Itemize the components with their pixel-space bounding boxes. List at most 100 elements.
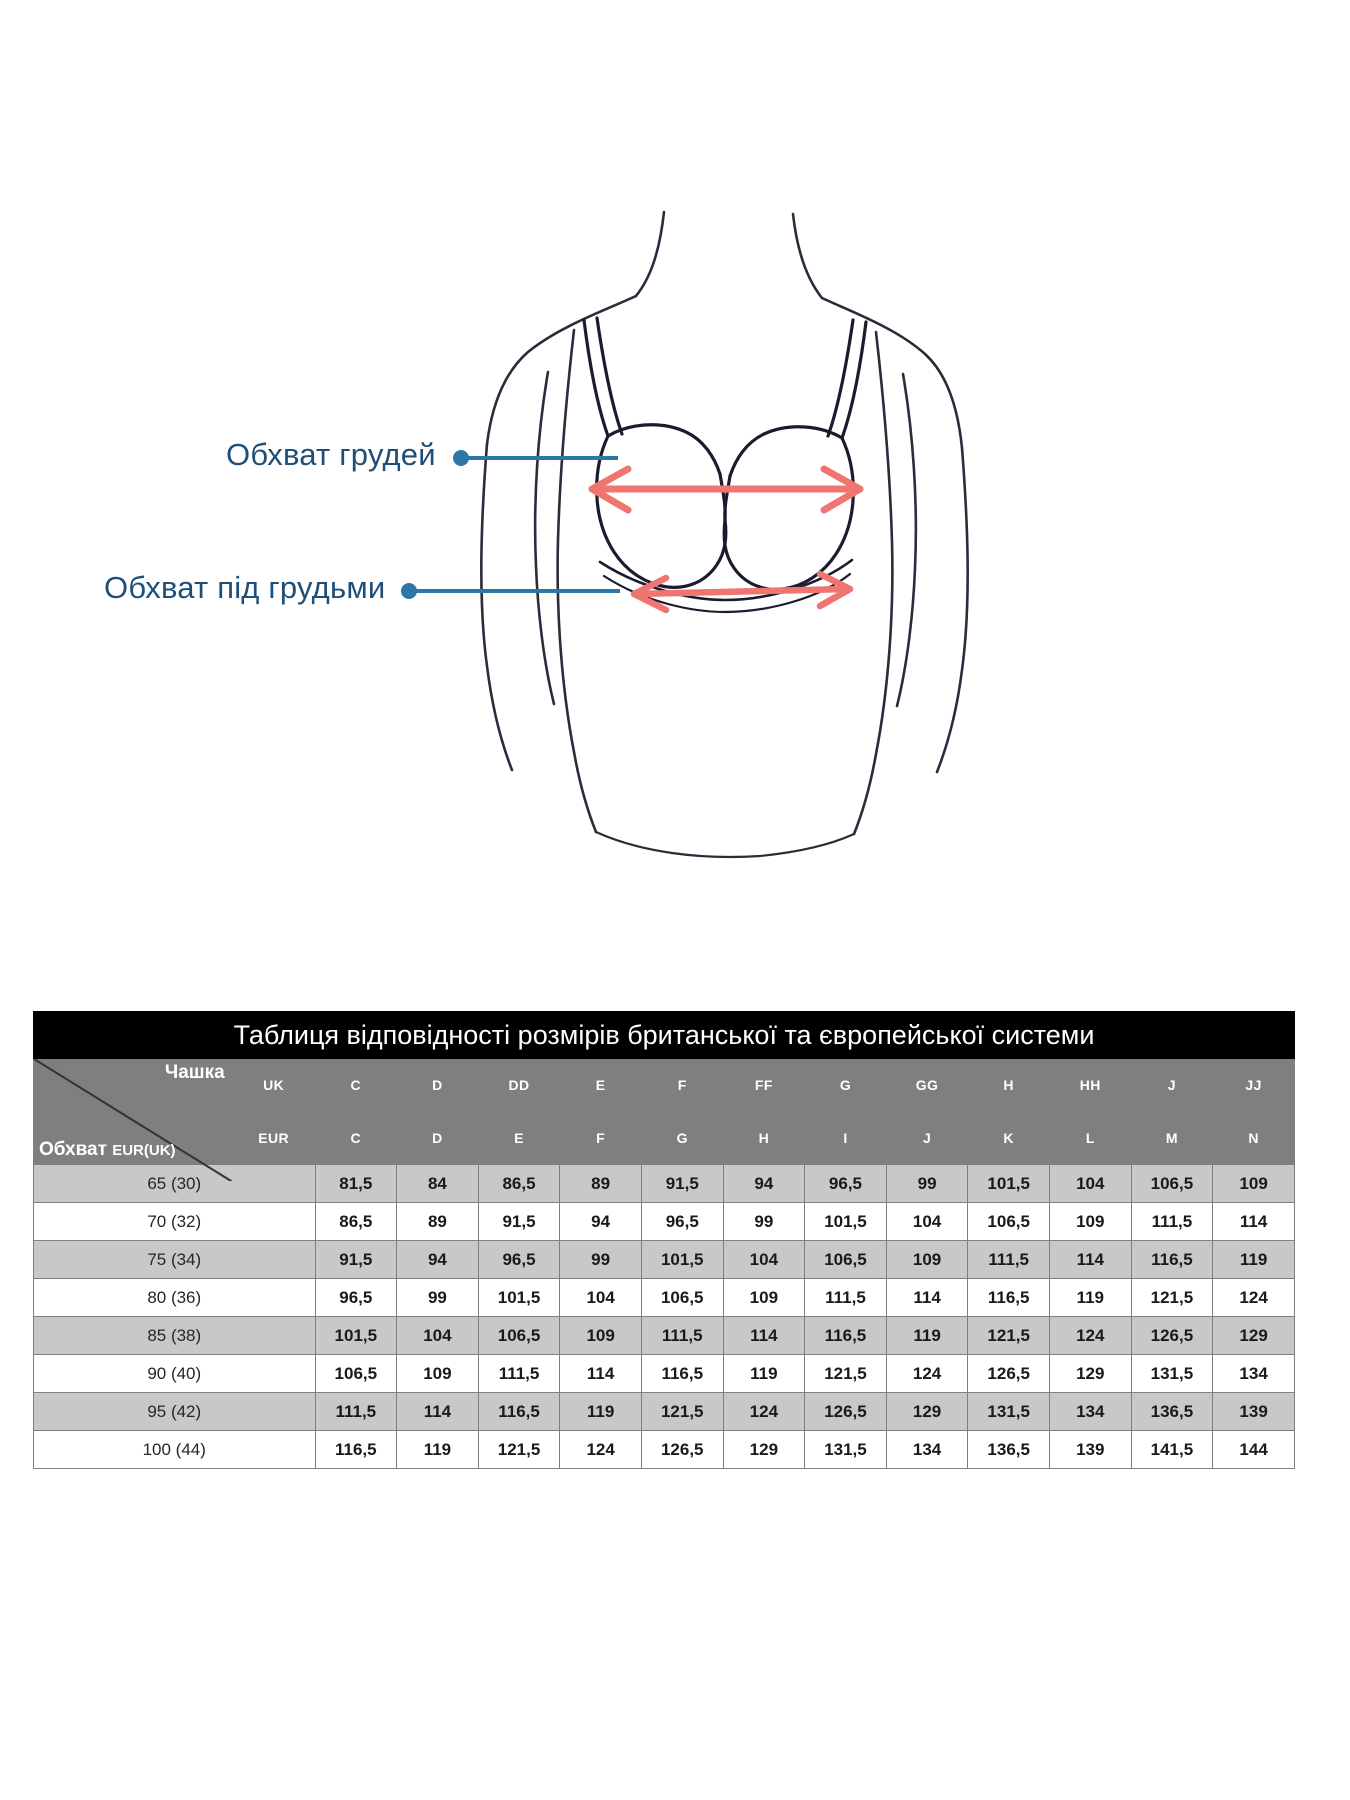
- measurement-cell: 121,5: [804, 1354, 887, 1393]
- measurement-cell: 139: [1212, 1392, 1295, 1431]
- measurement-cell: 126,5: [967, 1354, 1050, 1393]
- measurement-cell: 119: [722, 1354, 806, 1393]
- header-cup-eur-8: K: [967, 1111, 1050, 1165]
- measurement-cell: 114: [885, 1278, 969, 1317]
- header-system-eur: EUR: [231, 1111, 316, 1165]
- measurement-cell: 111,5: [477, 1354, 561, 1393]
- table-row: 85 (38) 101,5 104 106,5 109 111,5 114 116,5 119 1…: [33, 1316, 1295, 1355]
- table-title-row: Таблиця відповідності розмірів британськ…: [33, 1011, 1295, 1059]
- measurement-cell: 141,5: [1130, 1430, 1214, 1469]
- measurement-cell: 129: [722, 1430, 806, 1469]
- measurement-cell: 109: [885, 1240, 969, 1279]
- measurement-cell: 121,5: [1130, 1278, 1214, 1317]
- measurement-cell: 124: [722, 1392, 806, 1431]
- measurement-cell: 106,5: [1130, 1164, 1214, 1203]
- bust-callout-leader: [453, 450, 618, 466]
- measurement-cell: 126,5: [804, 1392, 887, 1431]
- measurement-cell: 114: [396, 1392, 479, 1431]
- measurement-cell: 129: [1212, 1316, 1295, 1355]
- measurement-cell: 94: [722, 1164, 806, 1203]
- measurement-cell: 116,5: [804, 1316, 887, 1355]
- measurement-cell: 91,5: [640, 1164, 724, 1203]
- measurement-cell: 114: [559, 1354, 642, 1393]
- header-cup-eur-9: L: [1048, 1111, 1132, 1165]
- measurement-cell: 96,5: [477, 1240, 561, 1279]
- measurement-cell: 119: [1212, 1240, 1295, 1279]
- header-cup-uk-10: J: [1130, 1058, 1214, 1112]
- corner-band-label-main: Обхват: [39, 1139, 113, 1160]
- header-cup-uk-2: DD: [477, 1058, 561, 1112]
- header-cup-uk-9: HH: [1048, 1058, 1132, 1112]
- measurement-cell: 101,5: [640, 1240, 724, 1279]
- table-row: 100 (44) 116,5 119 121,5 124 126,5 129 131,5 134…: [33, 1430, 1295, 1469]
- measurement-cell: 119: [396, 1430, 479, 1469]
- measurement-cell: 86,5: [314, 1202, 398, 1241]
- measurement-cell: 111,5: [804, 1278, 887, 1317]
- measurement-cell: 104: [559, 1278, 642, 1317]
- measurement-cell: 116,5: [967, 1278, 1050, 1317]
- bust-measure-arrow: [588, 465, 864, 514]
- header-cup-uk-5: FF: [722, 1058, 806, 1112]
- body-outline-path: [480, 210, 969, 859]
- measurement-cell: 119: [1048, 1278, 1132, 1317]
- measurement-cell: 111,5: [967, 1240, 1050, 1279]
- measurement-cell: 124: [1048, 1316, 1132, 1355]
- table-row: 65 (30) 81,5 84 86,5 89 91,5 94 96,5 99 101,5 104 1…: [33, 1164, 1295, 1203]
- measurement-cell: 109: [1048, 1202, 1132, 1241]
- size-conversion-table: Таблиця відповідності розмірів британськ…: [33, 1011, 1295, 1469]
- measurement-cell: 131,5: [1130, 1354, 1214, 1393]
- table-row: 75 (34) 91,5 94 96,5 99 101,5 104 106,5 109 111,5…: [33, 1240, 1295, 1279]
- measurement-cell: 81,5: [314, 1164, 398, 1203]
- measurement-cell: 94: [396, 1240, 479, 1279]
- measurement-cell: 106,5: [967, 1202, 1050, 1241]
- header-cup-eur-11: N: [1212, 1111, 1295, 1165]
- diagonal-divider-icon: [34, 1059, 232, 1181]
- measurement-cell: 106,5: [314, 1354, 398, 1393]
- measurement-cell: 111,5: [640, 1316, 724, 1355]
- measurement-cell: 104: [885, 1202, 969, 1241]
- measurement-cell: 86,5: [477, 1164, 561, 1203]
- row-band-label: 65 (30): [33, 1164, 316, 1203]
- measurement-cell: 91,5: [314, 1240, 398, 1279]
- measurement-cell: 121,5: [967, 1316, 1050, 1355]
- measurement-cell: 94: [559, 1202, 642, 1241]
- measurement-cell: 134: [1212, 1354, 1295, 1393]
- row-band-label: 95 (42): [33, 1392, 316, 1431]
- measurement-cell: 106,5: [477, 1316, 561, 1355]
- measurement-cell: 99: [396, 1278, 479, 1317]
- measurement-cell: 109: [1212, 1164, 1295, 1203]
- corner-header-cell: Чашка Обхват EUR(UK): [33, 1058, 233, 1165]
- measurement-cell: 134: [1048, 1392, 1132, 1431]
- header-cup-eur-5: H: [722, 1111, 806, 1165]
- measurement-cell: 101,5: [314, 1316, 398, 1355]
- measurement-cell: 129: [1048, 1354, 1132, 1393]
- measurement-cell: 134: [885, 1430, 969, 1469]
- header-row-eur: EUR C D E F G H I J K L M N: [34, 1111, 1295, 1165]
- measurement-cell: 109: [722, 1278, 806, 1317]
- measurement-cell: 124: [885, 1354, 969, 1393]
- corner-band-label: Обхват EUR(UK): [39, 1139, 176, 1161]
- header-cup-uk-6: G: [804, 1058, 887, 1112]
- header-cup-uk-11: JJ: [1212, 1058, 1295, 1112]
- bra-outline-path: [582, 316, 868, 614]
- table-row: 80 (36) 96,5 99 101,5 104 106,5 109 111,5 114 116…: [33, 1278, 1295, 1317]
- measurement-cell: 111,5: [1130, 1202, 1214, 1241]
- header-cup-eur-4: G: [640, 1111, 724, 1165]
- corner-cup-label: Чашка: [164, 1062, 225, 1083]
- measurement-cell: 109: [559, 1316, 642, 1355]
- measurement-cell: 96,5: [314, 1278, 398, 1317]
- measurement-cell: 89: [396, 1202, 479, 1241]
- measurement-cell: 106,5: [804, 1240, 887, 1279]
- header-cup-eur-0: C: [314, 1111, 398, 1165]
- row-band-label: 70 (32): [33, 1202, 316, 1241]
- measurement-cell: 101,5: [967, 1164, 1050, 1203]
- measurement-cell: 119: [559, 1392, 642, 1431]
- table-row: 90 (40) 106,5 109 111,5 114 116,5 119 121,5 124 1…: [33, 1354, 1295, 1393]
- measurement-cell: 111,5: [314, 1392, 398, 1431]
- header-cup-eur-6: I: [804, 1111, 887, 1165]
- measurement-cell: 104: [722, 1240, 806, 1279]
- measurement-cell: 136,5: [1130, 1392, 1214, 1431]
- header-row-uk: Чашка Обхват EUR(UK) UK C D DD E F FF G …: [33, 1058, 1295, 1112]
- measurement-cell: 96,5: [804, 1164, 887, 1203]
- measurement-cell: 106,5: [640, 1278, 724, 1317]
